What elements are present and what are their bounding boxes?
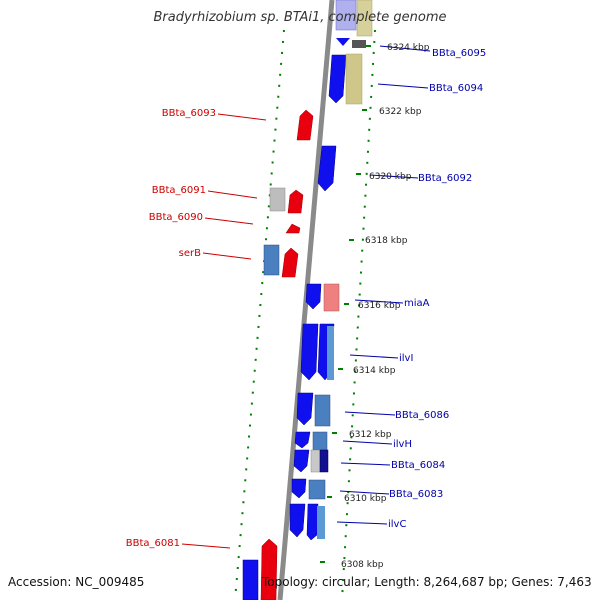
gene-arrow-bbta-6083[interactable] [291,478,307,499]
gene-arrow-ilvi-1[interactable] [300,323,319,381]
label-leaders-right [336,45,431,525]
left-dotted-ring [234,29,285,601]
gene-arrow-bbta-6084[interactable] [293,449,310,473]
right-dotted-ring [341,29,376,601]
gene-label-bbta-6090[interactable]: BBta_6090 [149,212,203,223]
gene-arrow-serb[interactable] [281,247,299,278]
gene-label-bbta-6094[interactable]: BBta_6094 [429,83,483,94]
gene-block-grey-small[interactable] [352,40,366,48]
gene-label-ilvc[interactable]: ilvC [388,519,406,530]
gene-label-bbta-6091[interactable]: BBta_6091 [152,185,206,196]
gene-label-bbta-6092[interactable]: BBta_6092 [418,173,472,184]
gene-label-bbta-6086[interactable]: BBta_6086 [395,410,449,421]
gene-label-ilvi[interactable]: ilvI [399,353,413,364]
scale-label: 6314 kbp [353,366,396,376]
scale-ticks [320,45,371,563]
gene-label-bbta-6081[interactable]: BBta_6081 [126,538,180,549]
gene-block-ilvc-light[interactable] [317,506,325,539]
gene-block-bbta-6091-grey[interactable] [269,187,286,212]
gene-label-bbta-6083[interactable]: BBta_6083 [389,489,443,500]
gene-block-bbta-6086[interactable] [314,394,331,427]
gene-arrow-bbta-6094[interactable] [328,54,347,104]
scale-label: 6322 kbp [379,107,422,117]
gene-block-bbta-6094-yellow[interactable] [345,53,363,105]
scale-label: 6318 kbp [365,236,408,246]
label-leaders-left [181,113,267,549]
gene-arrow-ilvc-1[interactable] [289,503,306,538]
reverse-strand-genes [289,0,373,541]
scale-label: 6312 kbp [349,430,392,440]
gene-block-bbta-6095-yellow[interactable] [356,0,373,37]
scale-label: 6310 kbp [344,494,387,504]
gene-label-ilvh[interactable]: ilvH [393,439,412,450]
gene-arrow-bbta-6081[interactable] [260,538,278,601]
gene-block-bbta-6084-dark[interactable] [319,449,329,473]
gene-label-bbta-6093[interactable]: BBta_6093 [162,108,216,119]
gene-block-bbta-6084-grey[interactable] [310,449,321,473]
gene-labels-left: BBta_6093 BBta_6091 BBta_6090 serB BBta_… [126,108,216,549]
gene-label-miaa[interactable]: miaA [404,298,430,309]
accession-label: Accession: NC_009485 [8,575,145,589]
gene-arrow-bbta-6093[interactable] [296,109,314,141]
map-title: Bradyrhizobium sp. BTAi1, complete genom… [153,10,447,25]
gene-arrow-bbta-6095[interactable] [336,38,350,46]
gene-arrow-ilvh[interactable] [294,431,311,449]
scale-label: 6324 kbp [387,43,430,53]
gene-block-bottom-blue[interactable] [242,559,259,601]
gene-arrow-bbta-6086[interactable] [296,392,314,426]
gene-block-bbta-6083[interactable] [308,479,326,500]
gene-label-bbta-6095[interactable]: BBta_6095 [432,48,486,59]
topology-label: Topology: circular; Length: 8,264,687 bp… [262,575,592,589]
gene-label-bbta-6084[interactable]: BBta_6084 [391,460,445,471]
gene-block-miaa-pink[interactable] [323,283,340,312]
gene-arrow-miaa[interactable] [305,283,322,310]
scale-labels: 6324 kbp 6322 kbp 6320 kbp 6318 kbp 6316… [341,43,430,570]
gene-arrow-bbta-6090[interactable] [285,223,301,234]
gene-label-serb[interactable]: serB [179,248,201,259]
gene-block-ilvh[interactable] [312,431,328,451]
gene-labels-right: BBta_6095 BBta_6094 BBta_6092 miaA ilvI … [388,48,486,530]
scale-label: 6308 kbp [341,560,384,570]
gene-block-serb-blue[interactable] [263,244,280,276]
scale-label: 6320 kbp [369,172,412,182]
gene-arrow-bbta-6092[interactable] [317,145,337,192]
gene-arrow-bbta-6091[interactable] [287,189,304,214]
gene-block-bbta-6095[interactable] [335,0,357,31]
gene-block-ilvi-light[interactable] [327,326,334,380]
gene-arrow-ilvc-2[interactable] [306,503,319,541]
scale-label: 6316 kbp [358,301,401,311]
